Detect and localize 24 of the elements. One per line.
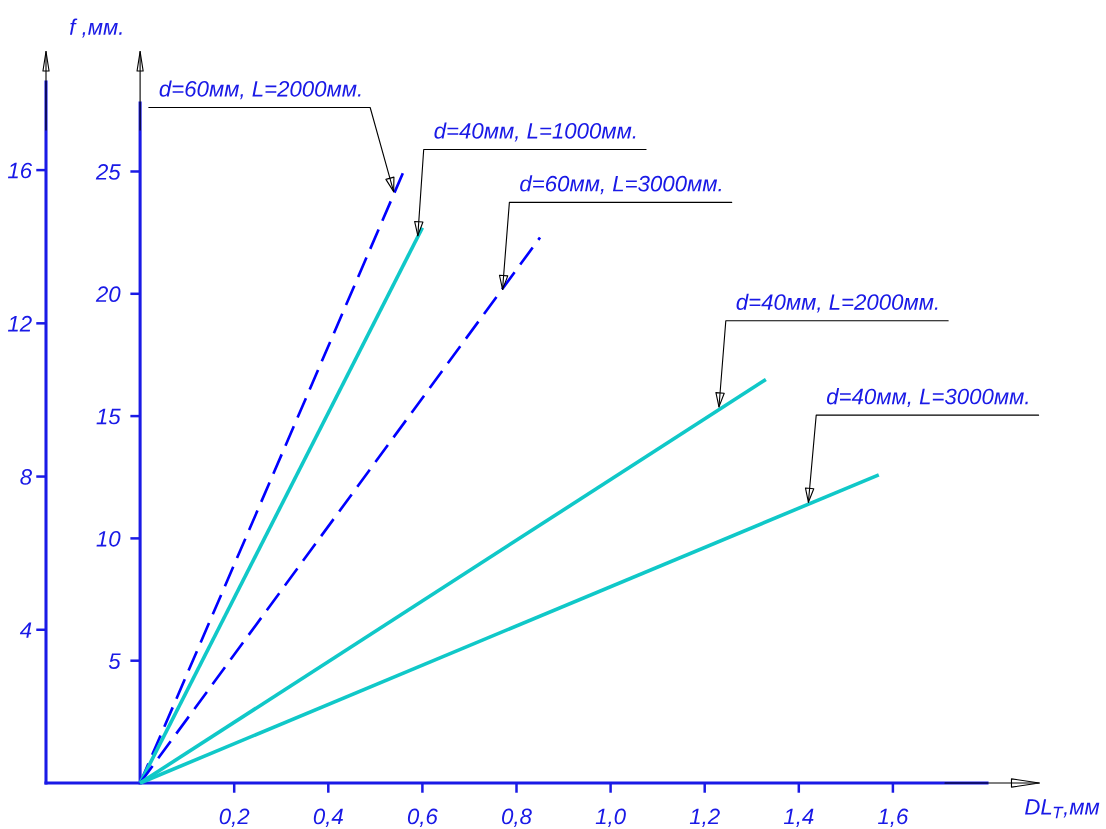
y2-tick-label: 4 (19, 622, 32, 638)
x-tick-label: 0,2 (219, 808, 250, 827)
annotation: d=40мм, L=3000мм. (826, 388, 1028, 407)
y-tick-label: 15 (96, 408, 121, 425)
y-tick-label: 20 (95, 286, 121, 303)
y-tick-label: 5 (108, 653, 121, 669)
x-tick-label: 1,6 (878, 808, 909, 827)
annotation: d=40мм, L=1000мм. (434, 122, 636, 142)
annotation: d=60мм, L=2000мм. (159, 80, 361, 100)
x-tick-label: 1,2 (689, 808, 720, 827)
x-tick-label: 1,4 (783, 808, 814, 827)
x-tick-label: 0,6 (407, 808, 438, 827)
x-tick-label: 0,4 (313, 808, 343, 827)
y-tick-label: 25 (95, 164, 121, 180)
y2-tick-label: 16 (7, 162, 33, 179)
y-tick-label: 10 (96, 530, 121, 547)
x-tick-label: 0,8 (502, 808, 532, 827)
annotation: d=40мм, L=2000мм. (736, 293, 938, 313)
x-axis-title: DL$_{T}$,мм (1025, 799, 1100, 819)
y-axis-title: f ,мм. (69, 18, 122, 38)
x-tick-label: 1,0 (595, 808, 626, 827)
y2-tick-label: 12 (7, 315, 32, 332)
y2-tick-label: 8 (20, 469, 32, 485)
annotation: d=60мм, L=3000мм. (520, 175, 721, 195)
